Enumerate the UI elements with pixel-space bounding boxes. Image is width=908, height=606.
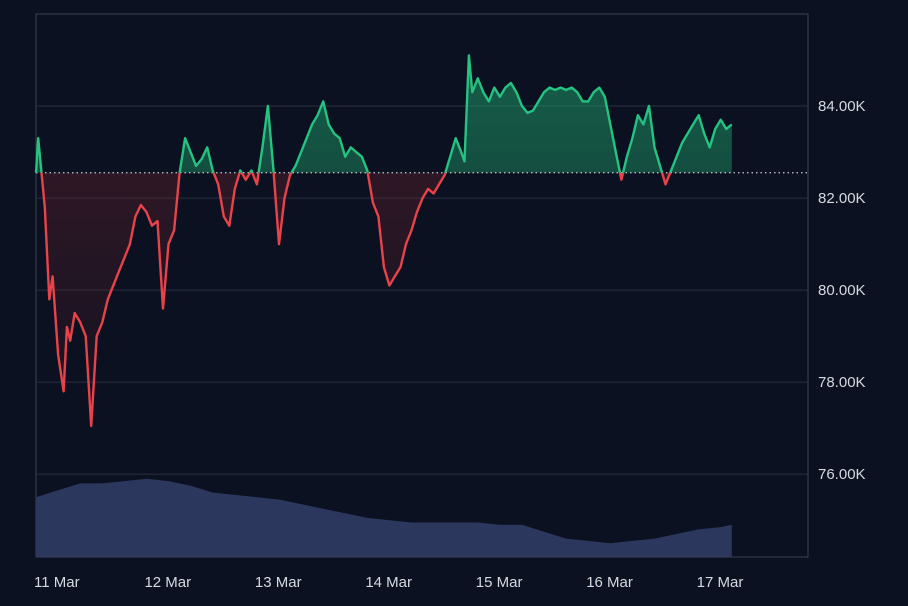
x-tick-label: 13 Mar <box>255 574 302 591</box>
x-tick-label: 15 Mar <box>476 574 523 591</box>
y-axis-ticks: 76.00K 78.00K 80.00K 82.00K 84.00K <box>818 98 866 483</box>
plot-frame <box>35 13 809 558</box>
x-tick-label: 11 Mar <box>34 574 80 591</box>
x-tick-label: 17 Mar <box>697 574 744 591</box>
x-tick-label: 14 Mar <box>365 574 412 591</box>
line-below-baseline <box>35 172 672 428</box>
grid <box>35 13 809 558</box>
y-tick-label: 84.00K <box>818 98 866 115</box>
fill-above-baseline <box>36 55 732 173</box>
y-tick-label: 76.00K <box>818 466 866 483</box>
y-tick-label: 78.00K <box>818 374 866 391</box>
volume-shape <box>36 478 732 557</box>
x-axis-ticks: 11 Mar 12 Mar 13 Mar 14 Mar 15 Mar 16 Mar 17 M… <box>34 574 743 591</box>
volume-area <box>36 478 732 557</box>
x-tick-label: 16 Mar <box>586 574 633 591</box>
x-tick-label: 12 Mar <box>144 574 191 591</box>
price-fill <box>36 55 732 426</box>
price-line <box>34 54 733 428</box>
y-tick-label: 82.00K <box>818 190 866 207</box>
line-above-baseline <box>34 54 733 173</box>
y-tick-label: 80.00K <box>818 282 866 299</box>
fill-below-baseline <box>36 172 732 426</box>
